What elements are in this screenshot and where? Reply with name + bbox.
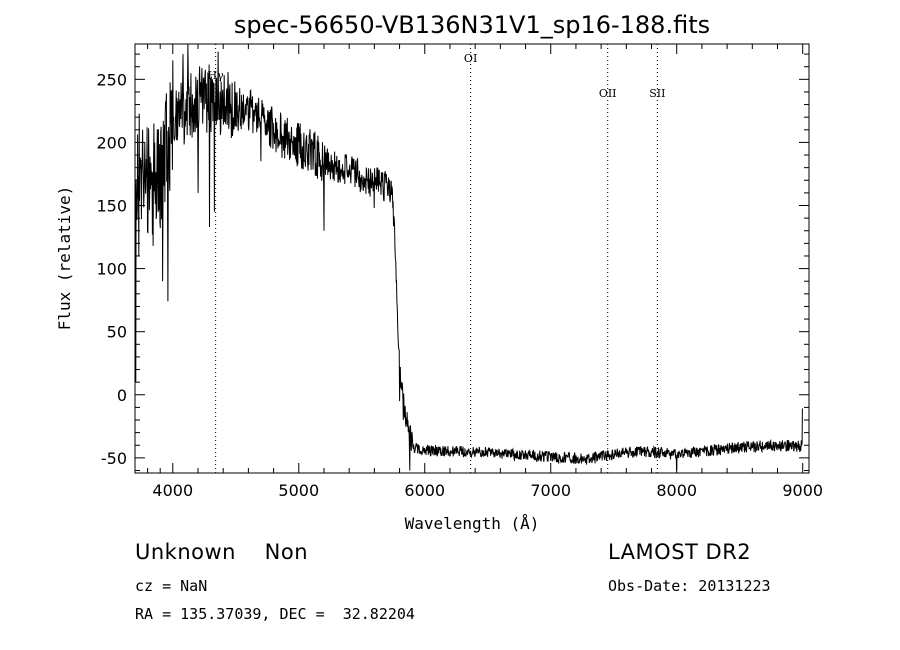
x-tick-label: 4000	[152, 481, 193, 500]
x-tick-label: 9000	[782, 481, 823, 500]
classification-text: Unknown Non	[135, 540, 309, 564]
survey-name: LAMOST DR2	[608, 540, 752, 564]
y-tick-label: 200	[96, 133, 127, 152]
axis-ticks: 4000 5000 6000 7000 8000 9000 -50 0 50 100 150 200 2…	[96, 44, 823, 500]
observation-date: Obs-Date: 20131223	[608, 577, 771, 595]
spectrum-line	[134, 43, 803, 471]
spectrum-series	[134, 43, 803, 471]
y-tick-label: 100	[96, 260, 127, 279]
x-tick-label: 7000	[530, 481, 571, 500]
coordinates-text: RA = 135.37039, DEC = 32.82204	[135, 605, 415, 623]
line-marker-label: OII	[599, 87, 617, 100]
y-tick-label: 250	[96, 70, 127, 89]
x-tick-label: 8000	[656, 481, 697, 500]
line-marker-label: SII	[649, 87, 665, 100]
plot-frame	[134, 43, 810, 474]
y-axis-label: Flux (relative)	[55, 186, 74, 331]
y-tick-label: -50	[101, 449, 127, 468]
x-axis-label: Wavelength (Å)	[405, 514, 540, 533]
y-tick-label: 150	[96, 197, 127, 216]
spectrum-chart: spec-56650-VB136N31V1_sp16-188.fits Wave…	[55, 11, 823, 533]
y-tick-label: 0	[117, 386, 127, 405]
x-tick-label: 5000	[278, 481, 319, 500]
chart-title: spec-56650-VB136N31V1_sp16-188.fits	[234, 11, 710, 39]
redshift-text: cz = NaN	[135, 577, 208, 595]
line-marker-label: OI	[464, 52, 477, 65]
y-tick-label: 50	[107, 323, 127, 342]
x-tick-label: 6000	[404, 481, 445, 500]
